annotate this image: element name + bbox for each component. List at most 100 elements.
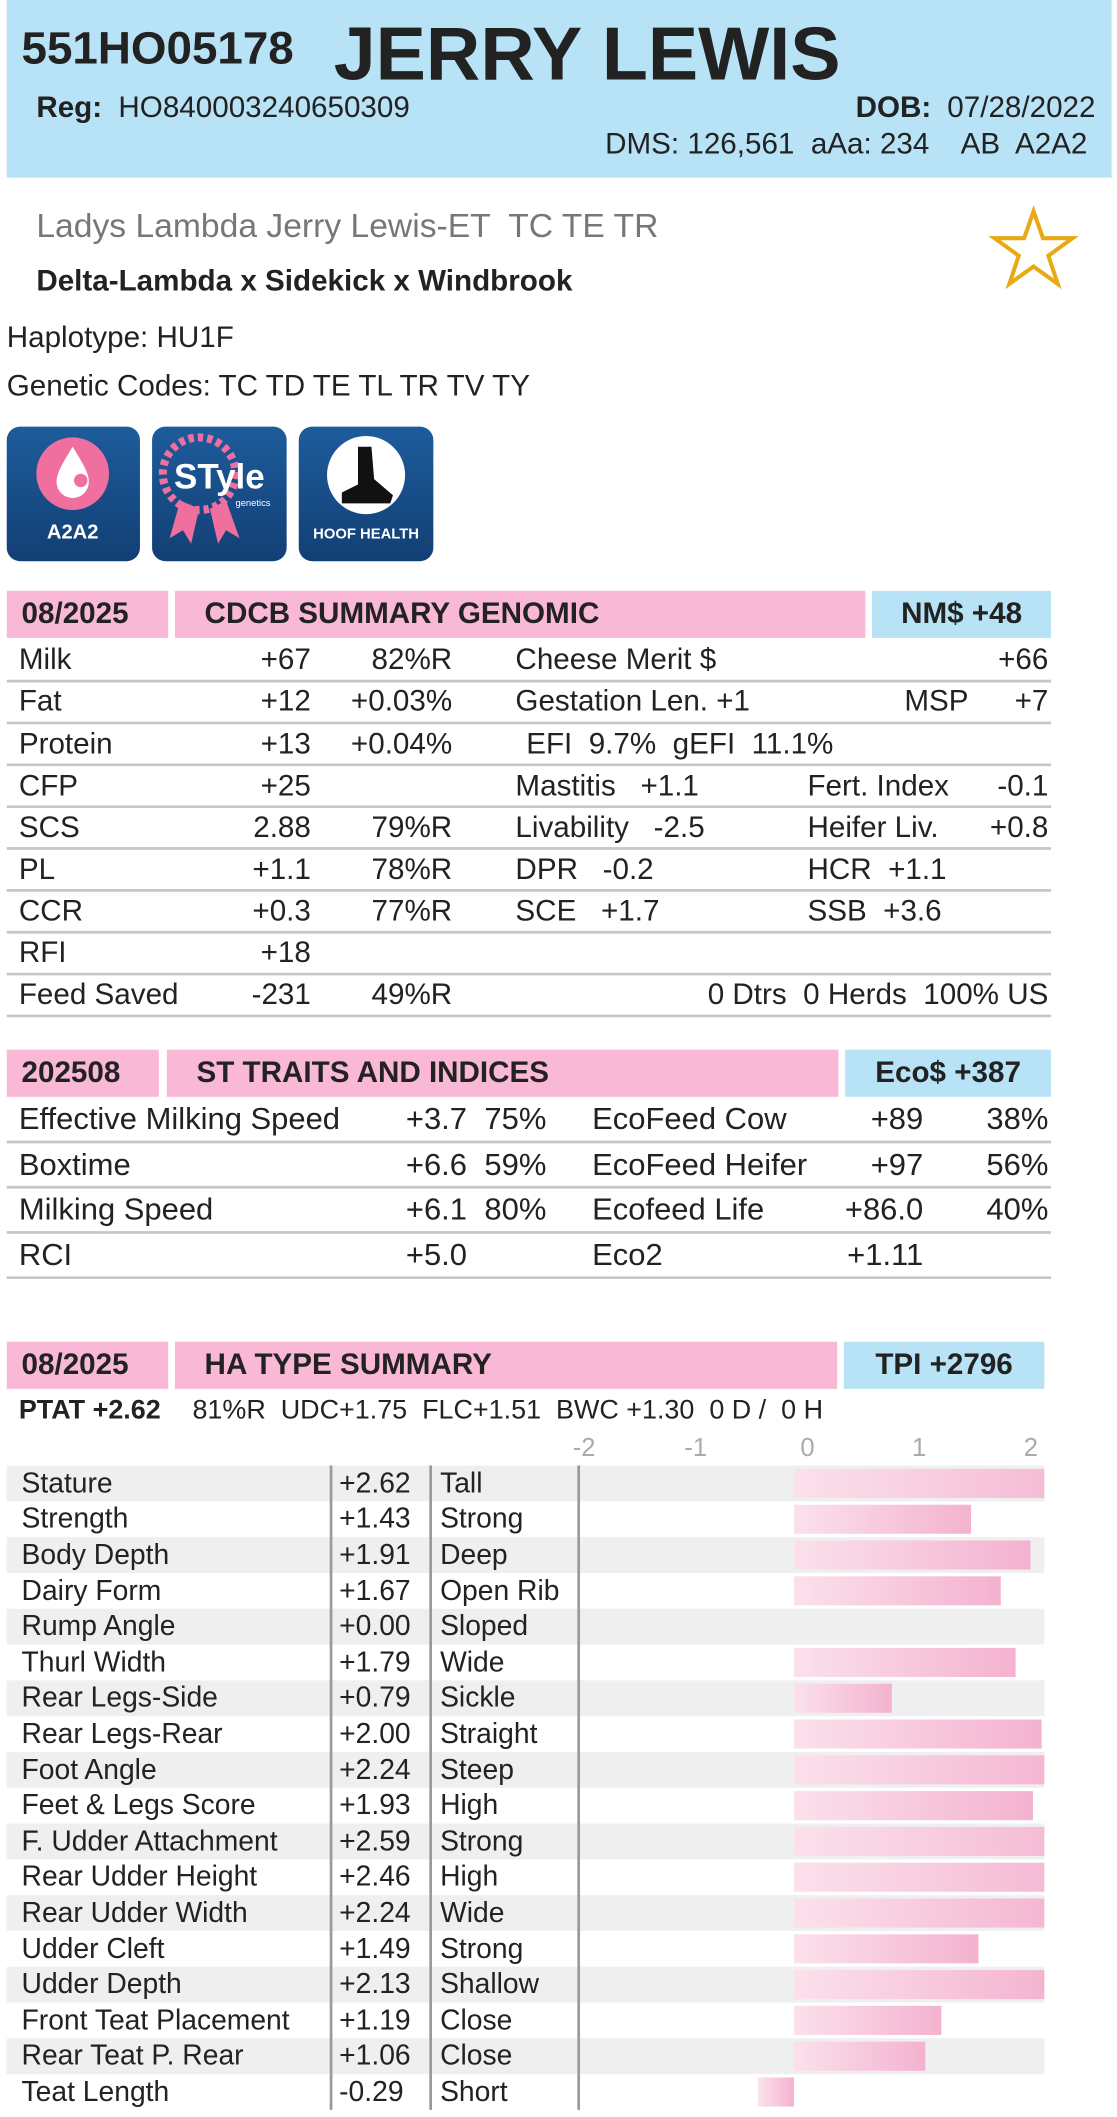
section-date: 08/2025 [21, 1347, 129, 1382]
cell: Livability -2.5 [515, 809, 705, 844]
trait-name: Rump Angle [21, 1611, 176, 1642]
trait-value: +2.13 [339, 1969, 411, 2000]
cell: 56% [986, 1146, 1049, 1182]
axis-tick-label: 2 [1023, 1434, 1038, 1463]
header-stats: DMS: 126,561 aAa: 234 AB A2A2 [605, 126, 1088, 160]
badge-label: HOOF HEALTH [313, 526, 419, 542]
trait-bar [794, 1826, 1045, 1856]
trait-value: +1.19 [339, 2004, 411, 2036]
date-box [6, 590, 169, 638]
trait-value: +1.79 [339, 1646, 411, 1678]
cell: Protein [18, 726, 113, 760]
cell: EcoFeed Heifer [592, 1146, 808, 1182]
title-box [174, 590, 866, 638]
cell: Effective Milking Speed [18, 1100, 341, 1136]
genetic-codes: Genetic Codes: TC TD TE TL TR TV TY [6, 368, 531, 403]
reg-label: Reg: [36, 89, 103, 124]
date-box [6, 1049, 159, 1097]
cell: +86.0 [844, 1191, 924, 1227]
cell: 77%R [371, 893, 453, 928]
trait-name: Rear Udder Height [21, 1861, 258, 1893]
trait-description: Straight [440, 1718, 538, 1750]
cell: -0.1 [997, 767, 1049, 802]
type-summary: 81%R UDC+1.75 FLC+1.51 BWC +1.30 0 D / 0… [192, 1395, 824, 1426]
trait-value: +2.59 [339, 1825, 411, 1857]
trait-description: Close [440, 2004, 513, 2036]
trait-name: Rear Legs-Rear [21, 1718, 223, 1750]
favorite-star[interactable] [988, 205, 1079, 290]
trait-value: -0.29 [339, 2076, 404, 2108]
cell: SCE +1.7 [515, 893, 660, 928]
trait-description: Sickle [440, 1682, 516, 1714]
trait-description: High [440, 1861, 499, 1893]
trait-bar [794, 1647, 1016, 1677]
trait-name: Body Depth [21, 1539, 170, 1571]
trait-bar [794, 2005, 942, 2035]
cell: +0.03% [350, 684, 453, 718]
cell: +1.1 [252, 851, 311, 886]
trait-name: Front Teat Placement [21, 2004, 290, 2036]
cell: +5.0 [405, 1236, 467, 1272]
ptat: PTAT +2.62 [18, 1395, 161, 1426]
registered-name: Ladys Lambda Jerry Lewis-ET TC TE TR [36, 207, 659, 245]
header-band [6, 0, 1112, 178]
trait-description: Wide [440, 1646, 505, 1678]
trait-description: Deep [440, 1539, 508, 1571]
dob-label: DOB: [855, 89, 932, 124]
cell: +3.7 [405, 1100, 467, 1136]
trait-bar [794, 1791, 1033, 1821]
section-date: 08/2025 [21, 596, 129, 631]
cell: 40% [986, 1191, 1049, 1227]
trait-description: Steep [440, 1754, 514, 1786]
section-title: ST TRAITS AND INDICES [196, 1055, 550, 1090]
sire-code: 551HO05178 [21, 22, 294, 74]
axis-tick-label: 0 [800, 1434, 815, 1463]
cell: SCS [18, 809, 80, 844]
cell: CFP [18, 767, 79, 802]
trait-bar [794, 1970, 1045, 2000]
trait-name: Strength [21, 1503, 129, 1535]
cell: Fat [18, 684, 62, 718]
trait-value: +1.49 [339, 1933, 411, 1965]
title-box [174, 1341, 838, 1389]
trait-description: Strong [440, 1503, 524, 1535]
cell: -231 [251, 977, 311, 1011]
bull-name: JERRY LEWIS [333, 11, 841, 97]
date-box [6, 1341, 169, 1389]
trait-bar [794, 1719, 1042, 1749]
trait-description: Strong [440, 1933, 524, 1965]
cell: Ecofeed Life [592, 1191, 765, 1227]
section-index: NM$ +48 [901, 596, 1023, 631]
cell: Cheese Merit $ [515, 642, 717, 677]
trait-description: Tall [440, 1467, 483, 1499]
cell: Boxtime [18, 1146, 131, 1182]
cell: +0.8 [989, 809, 1049, 844]
trait-bar [794, 1898, 1045, 1928]
trait-description: Wide [440, 1897, 505, 1929]
cell: Feed Saved [18, 977, 179, 1011]
cell: +25 [260, 767, 311, 802]
trait-name: Thurl Width [21, 1646, 167, 1678]
cell: 75% [484, 1100, 547, 1136]
trait-value: +2.24 [339, 1897, 411, 1929]
trait-name: Stature [21, 1467, 113, 1499]
trait-description: Short [440, 2076, 508, 2108]
cell: +0.04% [350, 726, 453, 760]
cell: HCR +1.1 [807, 851, 947, 886]
badge-style: STyle genetics [152, 426, 287, 562]
trait-description: Shallow [440, 1969, 540, 2000]
trait-bar [794, 1540, 1031, 1570]
bars [758, 1468, 1045, 2107]
cell: 80% [484, 1191, 547, 1227]
trait-value: +1.67 [339, 1575, 411, 1607]
trait-name: Foot Angle [21, 1754, 157, 1786]
cell: MSP [904, 684, 969, 718]
sire-stack: Delta-Lambda x Sidekick x Windbrook [36, 263, 573, 298]
cell: EFI 9.7% gEFI 11.1% [526, 726, 834, 760]
trait-name: Feet & Legs Score [21, 1790, 256, 1821]
badge-label: STyle [174, 458, 265, 497]
index-box [843, 1341, 1045, 1389]
cell: RFI [18, 935, 67, 970]
trait-description: Sloped [440, 1611, 529, 1642]
